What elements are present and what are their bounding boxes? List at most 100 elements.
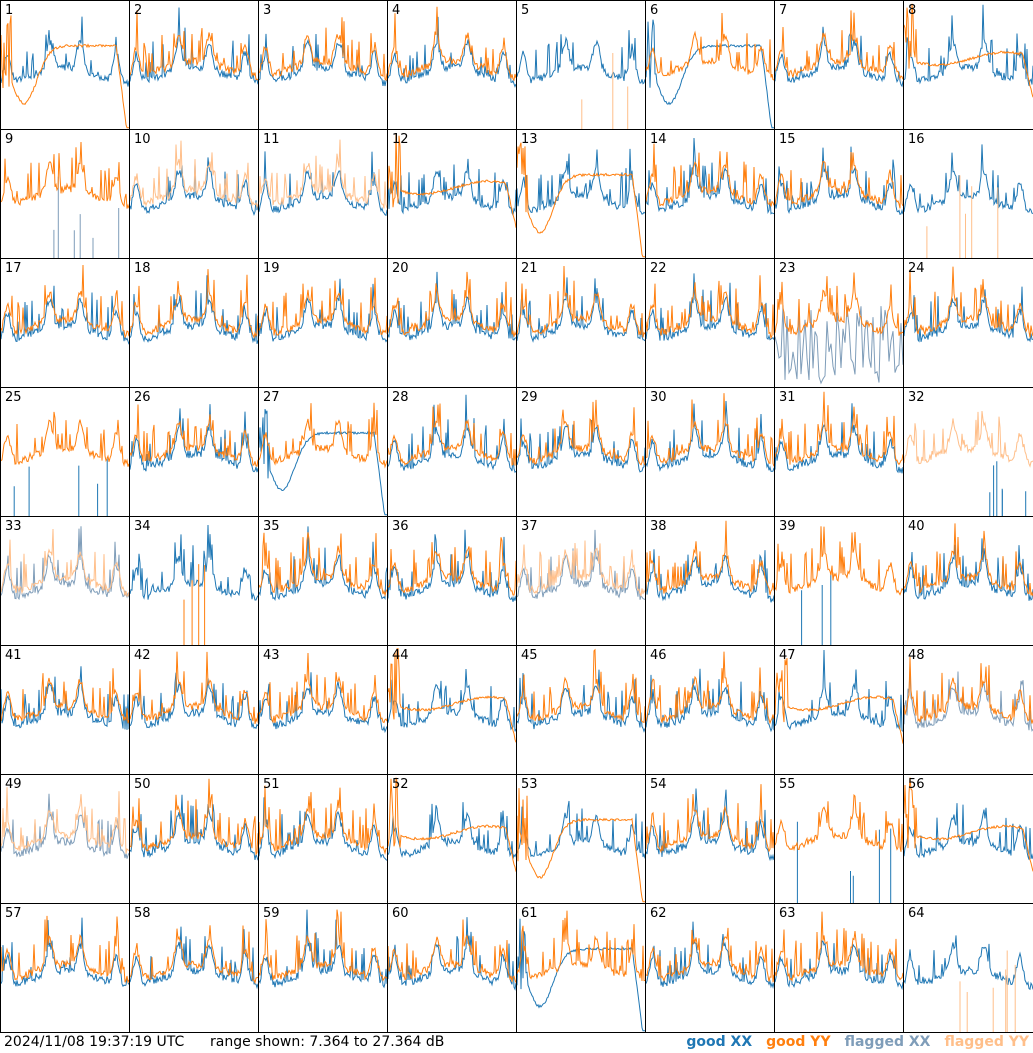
antenna-panel: 49 (0, 774, 130, 904)
series-xx-line (53, 176, 120, 258)
series-xx-line (989, 461, 1027, 516)
antenna-panel: 31 (774, 387, 904, 517)
antenna-number: 35 (263, 519, 280, 534)
antenna-number: 4 (392, 3, 401, 18)
antenna-number: 45 (521, 648, 538, 663)
antenna-spectrum-plot (775, 649, 903, 744)
antenna-number: 12 (392, 132, 409, 147)
series-xx-line (388, 917, 516, 991)
series-yy-line (959, 950, 1016, 1032)
series-yy-line (259, 532, 387, 598)
series-yy-line (130, 404, 258, 467)
timestamp: 2024/11/08 19:37:19 UTC (4, 1034, 185, 1050)
series-xx-line (259, 408, 387, 516)
antenna-spectrum-plot (259, 17, 387, 87)
series-xx-line (796, 821, 892, 903)
series-xx-line (646, 549, 774, 603)
series-yy-line (1, 528, 129, 597)
series-yy-line (775, 793, 903, 852)
antenna-number: 38 (650, 519, 667, 534)
series-xx-line (775, 26, 903, 88)
antenna-number: 30 (650, 390, 667, 405)
antenna-panel: 41 (0, 645, 130, 775)
antenna-spectrum-plot (1, 15, 129, 129)
antenna-number: 40 (908, 519, 925, 534)
series-yy-line (517, 648, 645, 724)
antenna-number: 26 (134, 390, 151, 405)
antenna-number: 47 (779, 648, 796, 663)
antenna-spectrum-plot (130, 269, 258, 345)
series-xx-line (646, 921, 774, 989)
antenna-panel: 23 (774, 258, 904, 388)
series-yy-line (904, 3, 1033, 98)
antenna-panel: 43 (258, 645, 388, 775)
series-xx-line (801, 573, 832, 645)
antenna-spectrum-plot (388, 394, 516, 474)
antenna-panel: 40 (903, 516, 1033, 646)
series-xx-line (517, 918, 645, 1032)
series-xx-line (130, 524, 258, 601)
antenna-spectrum-plot (775, 272, 903, 385)
antenna-number: 41 (5, 648, 22, 663)
series-xx-line (1, 917, 129, 988)
antenna-spectrum-plot (1, 915, 129, 988)
antenna-spectrum-plot (259, 277, 387, 343)
series-yy-line (775, 658, 903, 744)
series-yy-line (517, 540, 645, 598)
antenna-spectrum-plot (904, 777, 1033, 872)
antenna-spectrum-plot (517, 399, 645, 473)
series-yy-line (388, 777, 516, 872)
series-yy-line (646, 927, 774, 983)
antenna-panel: 21 (516, 258, 646, 388)
antenna-number: 33 (5, 519, 22, 534)
antenna-number: 2 (134, 3, 143, 18)
antenna-number: 31 (779, 390, 796, 405)
antenna-panel: 15 (774, 129, 904, 259)
legend: good XX good YY flagged XX flagged YY (672, 1032, 1029, 1053)
antenna-number: 34 (134, 519, 151, 534)
series-yy-line (130, 10, 258, 81)
antenna-number: 59 (263, 906, 280, 921)
series-yy-line (259, 17, 387, 82)
antenna-panel: 27 (258, 387, 388, 517)
series-yy-line (1, 787, 129, 854)
series-xx-line (517, 30, 645, 85)
series-xx-line (517, 148, 645, 215)
series-yy-line (1, 411, 129, 467)
series-yy-line (388, 647, 516, 743)
series-xx-line (1, 285, 129, 345)
series-yy-line (183, 564, 206, 645)
antenna-panel: 53 (516, 774, 646, 904)
antenna-spectrum-plot (388, 917, 516, 991)
antenna-number: 44 (392, 648, 409, 663)
antenna-panel: 55 (774, 774, 904, 904)
antenna-panel: 5 (516, 0, 646, 130)
antenna-number: 36 (392, 519, 409, 534)
antenna-number: 21 (521, 261, 538, 276)
antenna-number: 11 (263, 132, 280, 147)
series-yy-line (904, 777, 1033, 872)
antenna-spectrum-plot (388, 647, 516, 743)
antenna-panel: 26 (129, 387, 259, 517)
series-yy-line (646, 651, 774, 725)
antenna-spectrum-plot (388, 529, 516, 602)
antenna-number: 50 (134, 777, 151, 792)
series-xx-line (775, 146, 903, 215)
series-yy-line (775, 151, 903, 209)
series-yy-line (646, 520, 774, 595)
antenna-number: 23 (779, 261, 796, 276)
antenna-spectrum-plot (259, 139, 387, 217)
status-footer: 2024/11/08 19:37:19 UTC range shown: 7.3… (0, 1032, 1033, 1053)
antenna-panel: 14 (645, 129, 775, 259)
series-xx-line (904, 144, 1033, 215)
series-xx-line (388, 271, 516, 341)
antenna-spectrum-plot (775, 793, 903, 903)
series-xx-line (646, 668, 774, 733)
antenna-number: 18 (134, 261, 151, 276)
antenna-spectrum-plot (775, 10, 903, 88)
series-xx-line (259, 33, 387, 87)
antenna-spectrum-plot (775, 391, 903, 474)
antenna-spectrum-plot (517, 788, 645, 903)
antenna-number: 29 (521, 390, 538, 405)
antenna-spectrum-plot (259, 785, 387, 861)
